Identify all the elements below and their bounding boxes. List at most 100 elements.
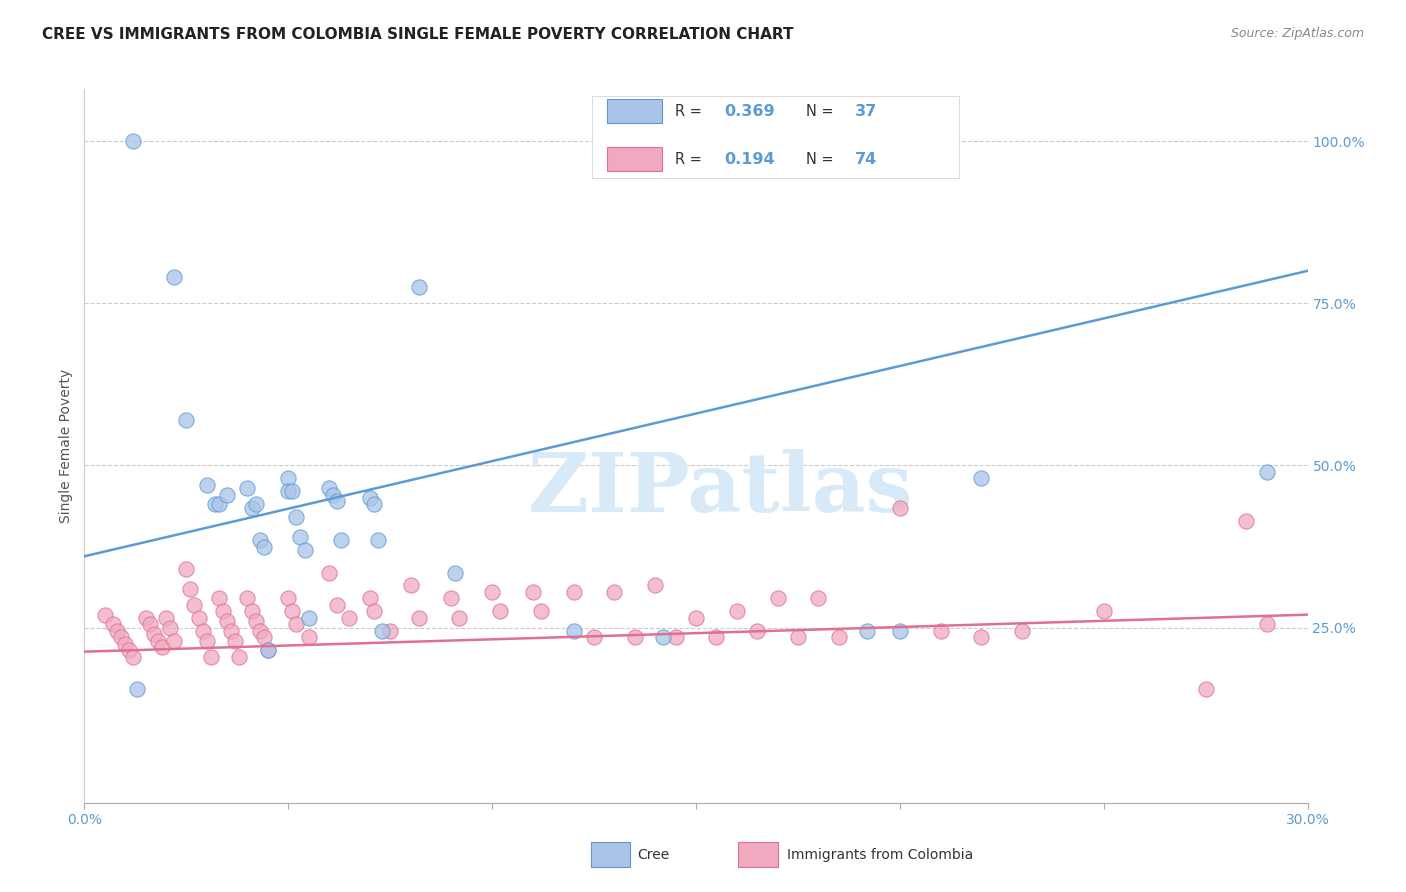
- Point: [277, 484, 299, 499]
- Point: [889, 500, 911, 515]
- Point: [236, 481, 259, 495]
- Point: [174, 562, 197, 576]
- Point: [562, 585, 585, 599]
- Point: [179, 582, 201, 596]
- Point: [236, 591, 259, 606]
- Point: [200, 649, 222, 664]
- Point: [101, 617, 124, 632]
- Point: [298, 611, 321, 625]
- Point: [285, 510, 308, 524]
- Point: [290, 530, 312, 544]
- Point: [249, 533, 271, 547]
- Point: [704, 631, 728, 645]
- Text: Immigrants from Colombia: Immigrants from Colombia: [787, 847, 973, 862]
- Point: [298, 631, 321, 645]
- Point: [827, 631, 849, 645]
- Point: [1256, 465, 1278, 479]
- Point: [93, 607, 115, 622]
- Point: [281, 604, 304, 618]
- Text: CREE VS IMMIGRANTS FROM COLOMBIA SINGLE FEMALE POVERTY CORRELATION CHART: CREE VS IMMIGRANTS FROM COLOMBIA SINGLE …: [42, 27, 793, 42]
- Point: [322, 488, 344, 502]
- Point: [1234, 514, 1257, 528]
- Point: [245, 497, 267, 511]
- Point: [624, 631, 647, 645]
- Point: [1011, 624, 1033, 638]
- Point: [105, 624, 128, 638]
- Point: [240, 604, 263, 618]
- Point: [257, 643, 280, 657]
- Point: [929, 624, 952, 638]
- Point: [489, 604, 512, 618]
- Point: [359, 491, 381, 505]
- Point: [664, 631, 686, 645]
- Point: [380, 624, 402, 638]
- Point: [330, 533, 353, 547]
- Point: [444, 566, 467, 580]
- Point: [603, 585, 626, 599]
- Point: [245, 614, 267, 628]
- Point: [253, 540, 276, 554]
- Point: [408, 280, 430, 294]
- Point: [142, 627, 165, 641]
- Point: [281, 484, 304, 499]
- Point: [217, 488, 239, 502]
- Point: [481, 585, 503, 599]
- Point: [183, 598, 205, 612]
- Text: 0.194: 0.194: [724, 152, 775, 167]
- Text: Source: ZipAtlas.com: Source: ZipAtlas.com: [1230, 27, 1364, 40]
- Text: N =: N =: [806, 103, 838, 119]
- Point: [367, 533, 389, 547]
- Point: [747, 624, 769, 638]
- Point: [326, 494, 349, 508]
- Point: [970, 471, 993, 485]
- Point: [339, 611, 360, 625]
- Point: [277, 471, 299, 485]
- Point: [253, 631, 276, 645]
- Point: [1256, 617, 1278, 632]
- Point: [150, 640, 173, 654]
- Point: [122, 649, 145, 664]
- Point: [163, 633, 186, 648]
- Point: [359, 591, 381, 606]
- Point: [195, 633, 218, 648]
- Point: [1092, 604, 1115, 618]
- Point: [371, 624, 394, 638]
- Point: [522, 585, 544, 599]
- Point: [856, 624, 879, 638]
- Point: [163, 270, 186, 285]
- Point: [146, 633, 169, 648]
- Point: [725, 604, 748, 618]
- Point: [114, 637, 136, 651]
- Point: [685, 611, 707, 625]
- FancyBboxPatch shape: [606, 147, 662, 171]
- Point: [562, 624, 585, 638]
- Point: [787, 631, 810, 645]
- Point: [399, 578, 422, 592]
- Point: [1195, 682, 1218, 697]
- Point: [440, 591, 463, 606]
- Point: [155, 611, 177, 625]
- Text: ZIPatlas: ZIPatlas: [527, 449, 912, 529]
- Text: R =: R =: [675, 103, 707, 119]
- Point: [174, 413, 197, 427]
- Point: [530, 604, 553, 618]
- FancyBboxPatch shape: [606, 99, 662, 123]
- Y-axis label: Single Female Poverty: Single Female Poverty: [59, 369, 73, 523]
- Text: Cree: Cree: [637, 847, 669, 862]
- FancyBboxPatch shape: [592, 96, 959, 178]
- Point: [249, 624, 271, 638]
- Text: 74: 74: [855, 152, 877, 167]
- Point: [652, 631, 675, 645]
- Point: [285, 617, 308, 632]
- Point: [318, 566, 340, 580]
- Point: [363, 497, 385, 511]
- Text: R =: R =: [675, 152, 707, 167]
- Point: [217, 614, 239, 628]
- Point: [212, 604, 235, 618]
- Point: [127, 682, 149, 697]
- Point: [138, 617, 160, 632]
- Text: 0.369: 0.369: [724, 103, 775, 119]
- Point: [766, 591, 789, 606]
- Point: [159, 621, 181, 635]
- Point: [807, 591, 830, 606]
